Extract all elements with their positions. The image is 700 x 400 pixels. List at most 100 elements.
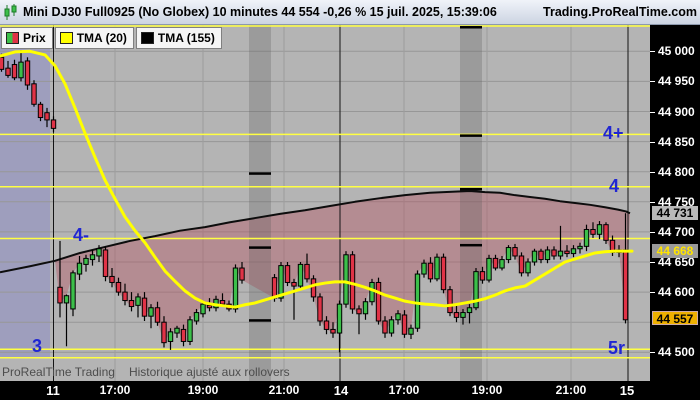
price-tick <box>650 262 655 263</box>
band-dash <box>460 26 482 29</box>
candle-body <box>232 267 239 310</box>
candle-body <box>11 64 18 79</box>
candle-body <box>284 265 291 283</box>
candle-body <box>525 261 531 274</box>
legend-item-price[interactable]: Prix <box>1 27 53 49</box>
candle-body <box>239 267 245 281</box>
candle-body <box>590 228 596 235</box>
candle-body <box>551 249 557 257</box>
price-swatch-icon <box>6 32 19 44</box>
candle-body <box>531 250 538 263</box>
candle-body <box>369 281 375 303</box>
candle-body <box>102 249 109 277</box>
candle-body <box>486 257 492 281</box>
candle-body <box>538 250 544 261</box>
candle-body <box>76 262 83 275</box>
candle-body <box>408 327 414 335</box>
candle-body <box>447 289 453 314</box>
brand-link[interactable]: Trading.ProRealTime.com <box>543 5 697 19</box>
price-label: 45 000 <box>658 44 695 59</box>
candle-body <box>63 295 70 304</box>
legend-item-tma20[interactable]: TMA (20) <box>54 27 134 49</box>
candle-body <box>167 331 174 342</box>
candle-body <box>330 328 336 334</box>
copyright-note: ProRealTime Trading Historique ajusté aux… <box>2 365 290 379</box>
candle-body <box>336 303 343 334</box>
candle-body <box>414 273 421 329</box>
wave-label-4-: 4- <box>73 225 90 245</box>
legend-label-tma20: TMA (20) <box>76 31 127 45</box>
candle-body <box>109 275 115 283</box>
candle-body <box>193 312 200 322</box>
candle-body <box>492 257 499 269</box>
price-label: 44 600 <box>658 285 695 300</box>
candle-body <box>310 278 317 298</box>
candle-body <box>57 286 63 304</box>
price-label: 44 900 <box>658 104 695 119</box>
candle-body <box>375 281 382 322</box>
candle-body <box>187 319 193 342</box>
candle-body <box>577 245 583 250</box>
candle-body <box>499 259 505 269</box>
price-label: 44 950 <box>658 74 695 89</box>
time-label: 15 <box>619 383 635 398</box>
tma155-line[interactable] <box>0 189 631 274</box>
candle-body <box>395 313 401 321</box>
candle-body <box>460 312 466 318</box>
instrument-title: Mini DJ30 Full0925 (No Globex) 10 minute… <box>23 5 497 19</box>
legend-label-tma155: TMA (155) <box>157 31 215 45</box>
time-label: 11 <box>46 383 60 398</box>
candle-body <box>122 291 128 302</box>
price-badge: 44 668 <box>652 244 698 259</box>
chart-plot-area[interactable]: 3 4- 4+ 4 5r ProRealTime Trading Historique a… <box>0 25 650 381</box>
candle-body <box>37 103 44 119</box>
candle-body <box>564 250 570 255</box>
band-dash <box>460 187 482 191</box>
price-axis[interactable]: 45 000 44 950 44 900 44 850 44 800 44 750 44 7… <box>650 25 700 381</box>
time-axis[interactable]: 11 17:00 19:00 21:00 14 17:00 19:00 21:00 15 <box>0 381 700 400</box>
candle-body <box>466 307 473 314</box>
tma-price-cloud <box>55 190 630 343</box>
tma20-swatch-icon <box>59 32 73 44</box>
title-bar: Mini DJ30 Full0925 (No Globex) 10 minute… <box>0 0 700 25</box>
price-label: 44 800 <box>658 164 695 179</box>
legend-item-tma155[interactable]: TMA (155) <box>135 27 222 49</box>
price-label: 44 750 <box>658 194 695 209</box>
tma20-line[interactable] <box>0 49 634 309</box>
price-tick <box>650 171 655 173</box>
wave-label-3: 3 <box>32 336 43 356</box>
price-tick <box>650 231 655 233</box>
candle-body <box>5 67 11 76</box>
candle-body <box>440 256 447 291</box>
chart-type-icon <box>4 3 17 20</box>
candle-body <box>297 263 304 287</box>
candle-body <box>473 271 479 309</box>
price-badge: 44 731 <box>652 206 698 221</box>
candle-body <box>323 320 330 330</box>
candle-body <box>174 327 180 334</box>
band-dash <box>460 243 482 247</box>
candle-body <box>583 228 590 247</box>
band-dash <box>460 134 482 137</box>
candle-body <box>356 308 362 315</box>
candle-body <box>83 257 89 265</box>
legend-label-price: Prix <box>23 31 46 45</box>
candle-body <box>44 112 50 121</box>
candle-body <box>50 119 57 129</box>
candle-body <box>291 281 297 287</box>
band-dash <box>249 172 271 175</box>
time-label: 21:00 <box>555 383 587 397</box>
time-label: 17:00 <box>388 383 420 397</box>
candle-body <box>206 304 213 309</box>
candle-body <box>603 224 609 241</box>
time-label: 19:00 <box>471 383 503 397</box>
candle-body <box>161 321 167 344</box>
candle-body <box>115 281 122 293</box>
wave-label-4: 4 <box>609 176 620 196</box>
wave-label-4+: 4+ <box>603 123 624 143</box>
candle-body <box>421 262 427 275</box>
candle-body <box>180 328 187 342</box>
candle-body <box>388 319 395 334</box>
candle-body <box>382 320 388 334</box>
legend: Prix TMA (20) TMA (155) <box>1 27 222 49</box>
